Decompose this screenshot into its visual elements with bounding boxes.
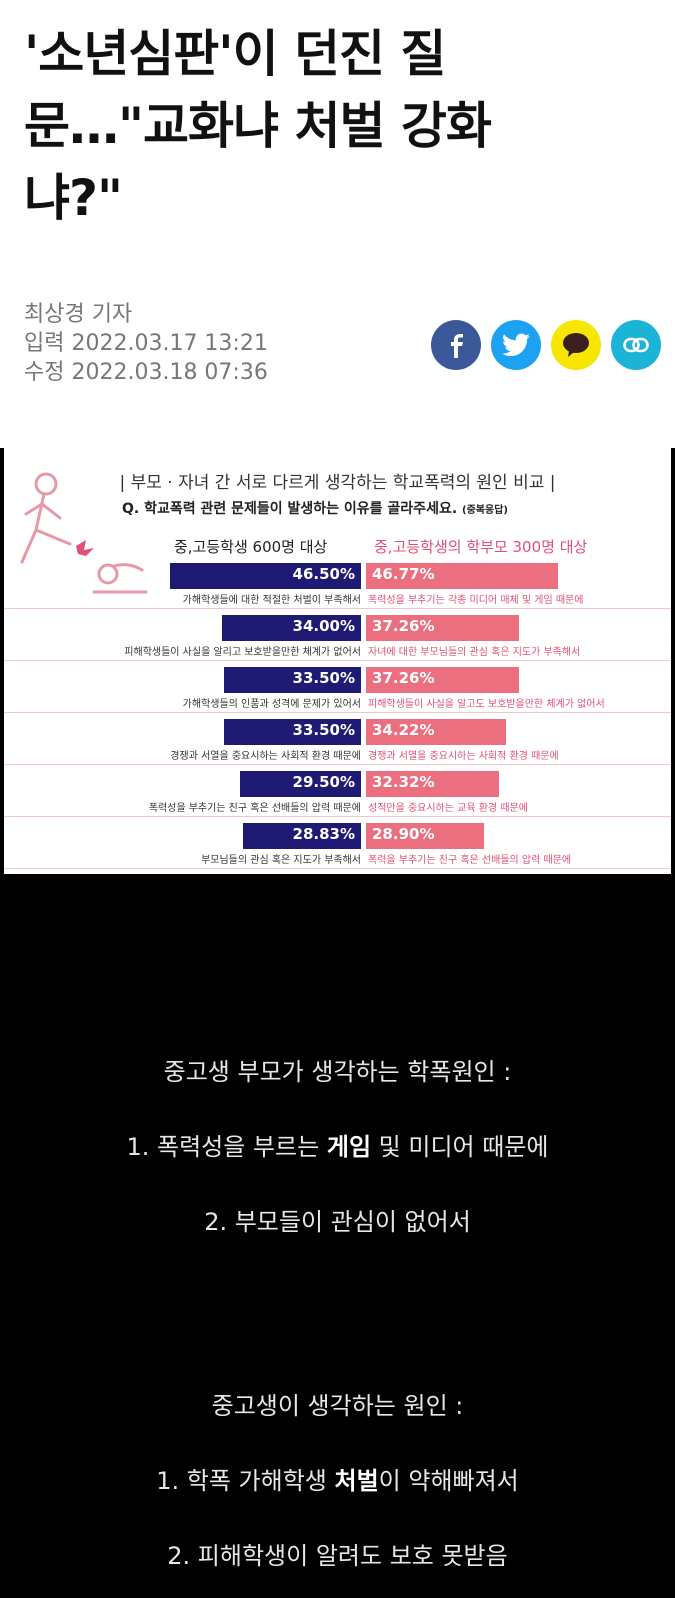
link-icon <box>623 337 649 353</box>
comparison-row: 34.00% 37.26% 피해학생들이 사실을 알리고 보호받을만한 체계가 없어… <box>4 615 671 665</box>
row-divider <box>4 816 671 817</box>
students-reason: 가해학생들의 인품과 성격에 문제가 있어서 <box>182 699 361 710</box>
row-divider <box>4 660 671 661</box>
parents-column-header: 중,고등학생의 학부모 300명 대상 <box>374 538 588 556</box>
updated-date: 수정 2022.03.18 07:36 <box>24 360 268 385</box>
headline-line: 문…"교화냐 처벌 강화 <box>24 97 492 155</box>
parents-reason: 폭력을 부추기는 친구 혹은 선배들의 압력 때문에 <box>368 855 572 866</box>
share-buttons <box>431 320 661 370</box>
row-divider <box>4 764 671 765</box>
headline-line: 냐?" <box>24 169 123 227</box>
students-reason: 폭력성을 부추기는 친구 혹은 선배들의 압력 때문에 <box>148 803 361 814</box>
comparison-row: 46.50% 46.77% 가해학생들에 대한 적절한 처벌이 부족해서 폭력성을 부… <box>4 563 671 613</box>
students-bar: 28.83% <box>242 823 361 849</box>
parents-cause-1-pre: 1. 폭력성을 부르는 <box>126 1133 327 1161</box>
parents-value: 46.77% <box>372 565 435 583</box>
kicking-student-illustration <box>20 472 148 594</box>
students-cause-2: 2. 피해학생이 알려도 보호 못받음 <box>167 1542 508 1570</box>
question-note: (중복응답) <box>462 505 508 516</box>
infographic-title: | 부모 · 자녀 간 서로 다르게 생각하는 학교폭력의 원인 비교 | <box>119 473 556 493</box>
article-meta: 최상경 기자 입력 2022.03.17 13:21 수정 2022.03.18… <box>24 300 268 387</box>
students-bar: 46.50% <box>170 563 361 589</box>
parents-bar: 37.26% <box>366 667 519 693</box>
parents-reason: 성적만을 중요시하는 교육 환경 때문에 <box>368 803 528 814</box>
students-reason: 피해학생들이 사실을 알리고 보호받을만한 체계가 없어서 <box>124 647 361 658</box>
students-cause-1-pre: 1. 학폭 가해학생 <box>156 1467 335 1495</box>
row-divider <box>4 608 671 609</box>
facebook-icon <box>451 334 463 358</box>
parents-reason: 자녀에 대한 부모님들의 관심 혹은 지도가 부족해서 <box>368 647 581 658</box>
commentary-text: 중고생 부모가 생각하는 학폭원인 : 1. 폭력성을 부르는 게임 및 미디어… <box>0 874 675 1598</box>
input-date: 입력 2022.03.17 13:21 <box>24 331 268 356</box>
parents-cause-2: 2. 부모들이 관심이 없어서 <box>204 1208 471 1236</box>
students-value: 28.83% <box>292 825 355 843</box>
parents-bar: 37.26% <box>366 615 519 641</box>
comparison-row: 29.50% 32.32% 폭력성을 부추기는 친구 혹은 선배들의 압력 때문에 성… <box>4 771 671 821</box>
school-violence-infographic: | 부모 · 자녀 간 서로 다르게 생각하는 학교폭력의 원인 비교 | Q.… <box>4 448 671 874</box>
twitter-share-button[interactable] <box>491 320 541 370</box>
headline-line: '소년심판'이 던진 질 <box>24 25 446 83</box>
reporter-name[interactable]: 최상경 기자 <box>24 302 133 327</box>
parents-value: 28.90% <box>372 825 435 843</box>
parents-bar: 34.22% <box>366 719 507 745</box>
students-reason: 경쟁과 서열을 중요시하는 사회적 환경 때문에 <box>170 751 361 762</box>
students-cause-1: 1. 학폭 가해학생 처벌이 약해빠져서 <box>0 1461 675 1496</box>
students-reason: 부모님들의 관심 혹은 지도가 부족해서 <box>201 855 361 866</box>
parents-bar: 46.77% <box>366 563 558 589</box>
kakao-icon <box>563 333 589 357</box>
parents-cause-1-emphasis: 게임 <box>326 1133 372 1161</box>
students-bar: 33.50% <box>223 719 361 745</box>
parents-cause-1-post: 및 미디어 때문에 <box>371 1133 549 1161</box>
article-header: '소년심판'이 던진 질 문…"교화냐 처벌 강화 냐?" 최상경 기자 입력 … <box>0 0 675 448</box>
copy-link-button[interactable] <box>611 320 661 370</box>
students-value: 46.50% <box>292 565 355 583</box>
kakao-share-button[interactable] <box>551 320 601 370</box>
students-column-header: 중,고등학생 600명 대상 <box>174 538 328 556</box>
students-cause-1-emphasis: 처벌 <box>334 1467 379 1495</box>
students-bar: 33.50% <box>223 667 361 693</box>
question-text: Q. 학교폭력 관련 문제들이 발생하는 이유를 골라주세요. <box>122 501 458 517</box>
article-headline: '소년심판'이 던진 질 문…"교화냐 처벌 강화 냐?" <box>24 18 644 234</box>
row-divider <box>4 712 671 713</box>
parents-value: 37.26% <box>372 669 435 687</box>
students-bar: 34.00% <box>221 615 361 641</box>
parents-bar: 32.32% <box>366 771 499 797</box>
comparison-row: 28.83% 28.90% 부모님들의 관심 혹은 지도가 부족해서 폭력을 부추기는… <box>4 823 671 873</box>
row-divider <box>4 868 671 869</box>
twitter-icon <box>502 333 530 357</box>
students-value: 34.00% <box>292 617 355 635</box>
facebook-share-button[interactable] <box>431 320 481 370</box>
students-value: 33.50% <box>292 669 355 687</box>
parents-reason: 경쟁과 서열을 중요시하는 사회적 환경 때문에 <box>368 751 559 762</box>
parents-cause-1: 1. 폭력성을 부르는 게임 및 미디어 때문에 <box>0 1127 675 1162</box>
comparison-row: 33.50% 37.26% 가해학생들의 인품과 성격에 문제가 있어서 피해학생들이… <box>4 667 671 717</box>
parents-causes-heading: 중고생 부모가 생각하는 학폭원인 : <box>163 1058 512 1086</box>
parents-reason: 폭력성을 부추기는 각종 미디어 매체 및 게임 때문에 <box>368 595 584 606</box>
students-cause-1-post: 이 약해빠져서 <box>378 1467 519 1495</box>
parents-value: 34.22% <box>372 721 435 739</box>
parents-reason: 피해학생들이 사실을 알고도 보호받을만한 체계가 없어서 <box>368 699 605 710</box>
parents-bar: 28.90% <box>366 823 485 849</box>
students-causes-heading: 중고생이 생각하는 원인 : <box>211 1392 464 1420</box>
infographic-question: Q. 학교폭력 관련 문제들이 발생하는 이유를 골라주세요. (중복응답) <box>122 498 508 518</box>
parents-value: 32.32% <box>372 773 435 791</box>
parents-value: 37.26% <box>372 617 435 635</box>
students-bar: 29.50% <box>240 771 361 797</box>
students-value: 33.50% <box>292 721 355 739</box>
students-reason: 가해학생들에 대한 적절한 처벌이 부족해서 <box>182 595 361 606</box>
students-value: 29.50% <box>292 773 355 791</box>
comparison-row: 33.50% 34.22% 경쟁과 서열을 중요시하는 사회적 환경 때문에 경쟁과 … <box>4 719 671 769</box>
